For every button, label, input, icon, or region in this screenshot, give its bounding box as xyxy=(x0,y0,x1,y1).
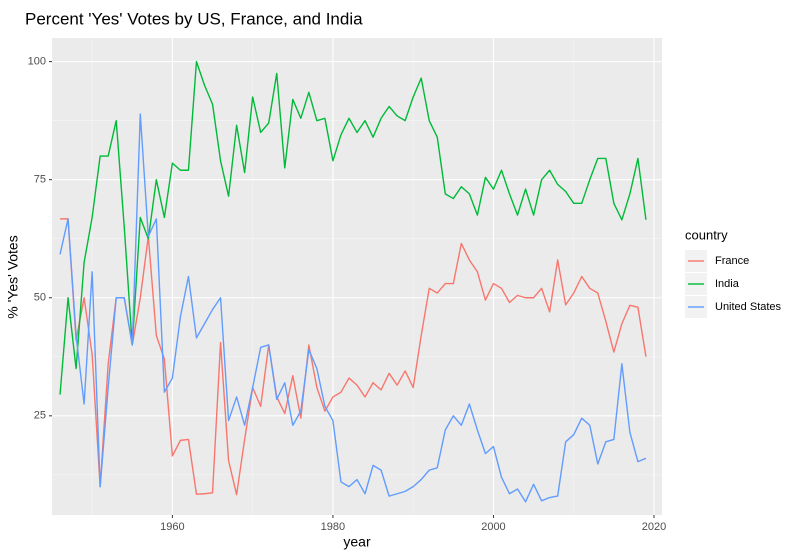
minor-gridlines xyxy=(52,38,662,515)
x-tick-label: 2020 xyxy=(642,521,666,533)
y-tick-label: 25 xyxy=(34,410,46,422)
x-tick-label: 2000 xyxy=(481,521,505,533)
series-layer xyxy=(59,60,647,503)
y-tick-label: 100 xyxy=(28,56,46,68)
series-line-india xyxy=(59,60,647,395)
legend-title: country xyxy=(685,227,728,242)
x-axis-title: year xyxy=(343,534,371,550)
axes: 1960 1980 2000 2020 25 50 75 100 xyxy=(28,56,667,533)
y-tick-label: 75 xyxy=(34,174,46,186)
legend: country France India United States xyxy=(685,227,782,318)
legend-items: France India United States xyxy=(685,250,782,318)
legend-label-united-states: United States xyxy=(715,301,782,313)
series-line-france xyxy=(60,218,647,496)
legend-label-india: India xyxy=(715,278,740,290)
y-tick-label: 50 xyxy=(34,292,46,304)
legend-label-france: France xyxy=(715,255,749,267)
x-tick-label: 1960 xyxy=(160,521,184,533)
chart-title: Percent 'Yes' Votes by US, France, and I… xyxy=(25,9,363,28)
series-line-united-states xyxy=(59,113,647,503)
y-axis-title: % 'Yes' Votes xyxy=(5,235,21,318)
major-gridlines xyxy=(52,38,662,515)
x-tick-label: 1980 xyxy=(321,521,345,533)
